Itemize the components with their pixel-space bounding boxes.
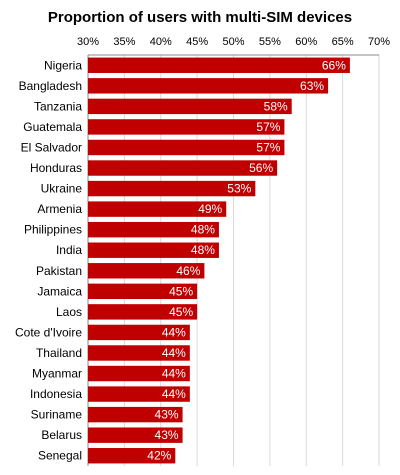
category-label: Laos bbox=[56, 305, 82, 319]
data-label: 63% bbox=[300, 79, 324, 93]
bar bbox=[88, 283, 198, 300]
data-label: 53% bbox=[227, 182, 251, 196]
category-label: Indonesia bbox=[30, 387, 82, 401]
x-tick-label: 65% bbox=[332, 36, 354, 48]
x-tick-label: 55% bbox=[259, 36, 281, 48]
category-label: Bangladesh bbox=[19, 79, 82, 93]
bar bbox=[88, 427, 183, 443]
x-tick-label: 40% bbox=[150, 36, 172, 48]
bar bbox=[88, 386, 190, 402]
data-label: 48% bbox=[191, 243, 215, 257]
bar bbox=[88, 78, 329, 94]
bar bbox=[88, 98, 292, 115]
category-label: Belarus bbox=[41, 428, 82, 442]
category-label: Ukraine bbox=[41, 182, 83, 196]
data-label: 58% bbox=[264, 99, 288, 113]
bar bbox=[88, 324, 190, 341]
x-tick-label: 30% bbox=[77, 36, 99, 48]
bar bbox=[88, 365, 190, 382]
category-label: Nigeria bbox=[44, 58, 82, 72]
category-label: El Salvador bbox=[21, 140, 82, 154]
data-label: 46% bbox=[176, 264, 200, 278]
data-label: 44% bbox=[162, 346, 186, 360]
bar bbox=[88, 201, 227, 217]
category-label: Honduras bbox=[30, 161, 82, 175]
x-tick-label: 45% bbox=[186, 36, 208, 48]
chart-title: Proportion of users with multi-SIM devic… bbox=[47, 9, 353, 26]
bar bbox=[88, 406, 183, 423]
bar bbox=[88, 345, 190, 361]
data-label: 43% bbox=[155, 408, 179, 422]
category-label: Pakistan bbox=[36, 264, 82, 278]
bar bbox=[88, 242, 219, 258]
data-label: 57% bbox=[256, 120, 280, 134]
category-label: Myanmar bbox=[32, 367, 82, 381]
data-label: 57% bbox=[256, 140, 280, 154]
category-label: Armenia bbox=[37, 202, 82, 216]
bar bbox=[88, 263, 205, 279]
data-label: 48% bbox=[191, 223, 215, 237]
data-label: 66% bbox=[322, 58, 346, 72]
category-label: Philippines bbox=[24, 223, 82, 237]
data-label: 44% bbox=[162, 367, 186, 381]
x-tick-label: 60% bbox=[295, 36, 317, 48]
data-label: 45% bbox=[169, 284, 193, 298]
data-label: 45% bbox=[169, 305, 193, 319]
data-label: 49% bbox=[198, 202, 222, 216]
bar bbox=[88, 57, 350, 73]
category-label: Suriname bbox=[31, 408, 83, 422]
bar bbox=[88, 448, 176, 464]
data-label: 43% bbox=[155, 428, 179, 442]
bar bbox=[88, 180, 256, 197]
category-label: India bbox=[56, 243, 82, 257]
category-label: Guatemala bbox=[23, 120, 82, 134]
x-tick-label: 35% bbox=[113, 36, 135, 48]
data-label: 42% bbox=[147, 449, 171, 463]
data-label: 44% bbox=[162, 325, 186, 339]
data-label: 44% bbox=[162, 387, 186, 401]
category-label: Thailand bbox=[36, 346, 82, 360]
bar bbox=[88, 139, 285, 156]
bar bbox=[88, 221, 219, 238]
category-label: Cote d'Ivoire bbox=[15, 325, 82, 339]
category-label: Senegal bbox=[38, 449, 82, 463]
category-label: Jamaica bbox=[37, 284, 82, 298]
bar bbox=[88, 160, 278, 176]
x-tick-label: 50% bbox=[222, 36, 244, 48]
category-label: Tanzania bbox=[34, 99, 82, 113]
x-tick-label: 70% bbox=[368, 36, 390, 48]
data-label: 56% bbox=[249, 161, 273, 175]
bar bbox=[88, 119, 285, 135]
bar bbox=[88, 304, 198, 320]
